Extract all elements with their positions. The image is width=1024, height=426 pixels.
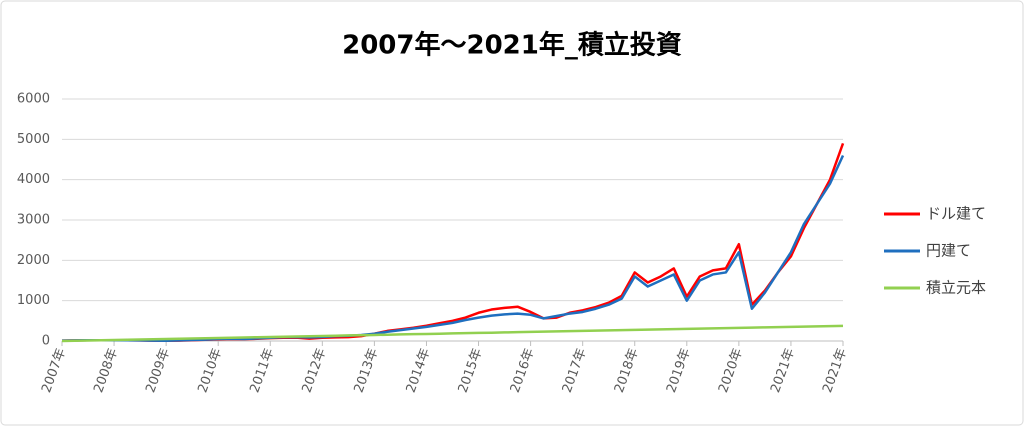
y-tick-label: 3000 bbox=[17, 213, 50, 228]
y-tick-label: 0 bbox=[42, 334, 50, 349]
y-tick-label: 1000 bbox=[17, 293, 50, 308]
y-tick-label: 5000 bbox=[17, 132, 50, 147]
y-tick-label: 4000 bbox=[17, 172, 50, 187]
series-line bbox=[61, 324, 844, 343]
series-line bbox=[61, 154, 845, 343]
chart-title: 2007年～2021年_積立投資 bbox=[342, 30, 682, 61]
legend-label: 積立元本 bbox=[926, 279, 986, 297]
y-tick-label: 2000 bbox=[17, 253, 50, 268]
y-tick-label: 6000 bbox=[17, 92, 50, 107]
legend-label: 円建て bbox=[926, 242, 971, 260]
legend-label: ドル建て bbox=[926, 205, 986, 223]
